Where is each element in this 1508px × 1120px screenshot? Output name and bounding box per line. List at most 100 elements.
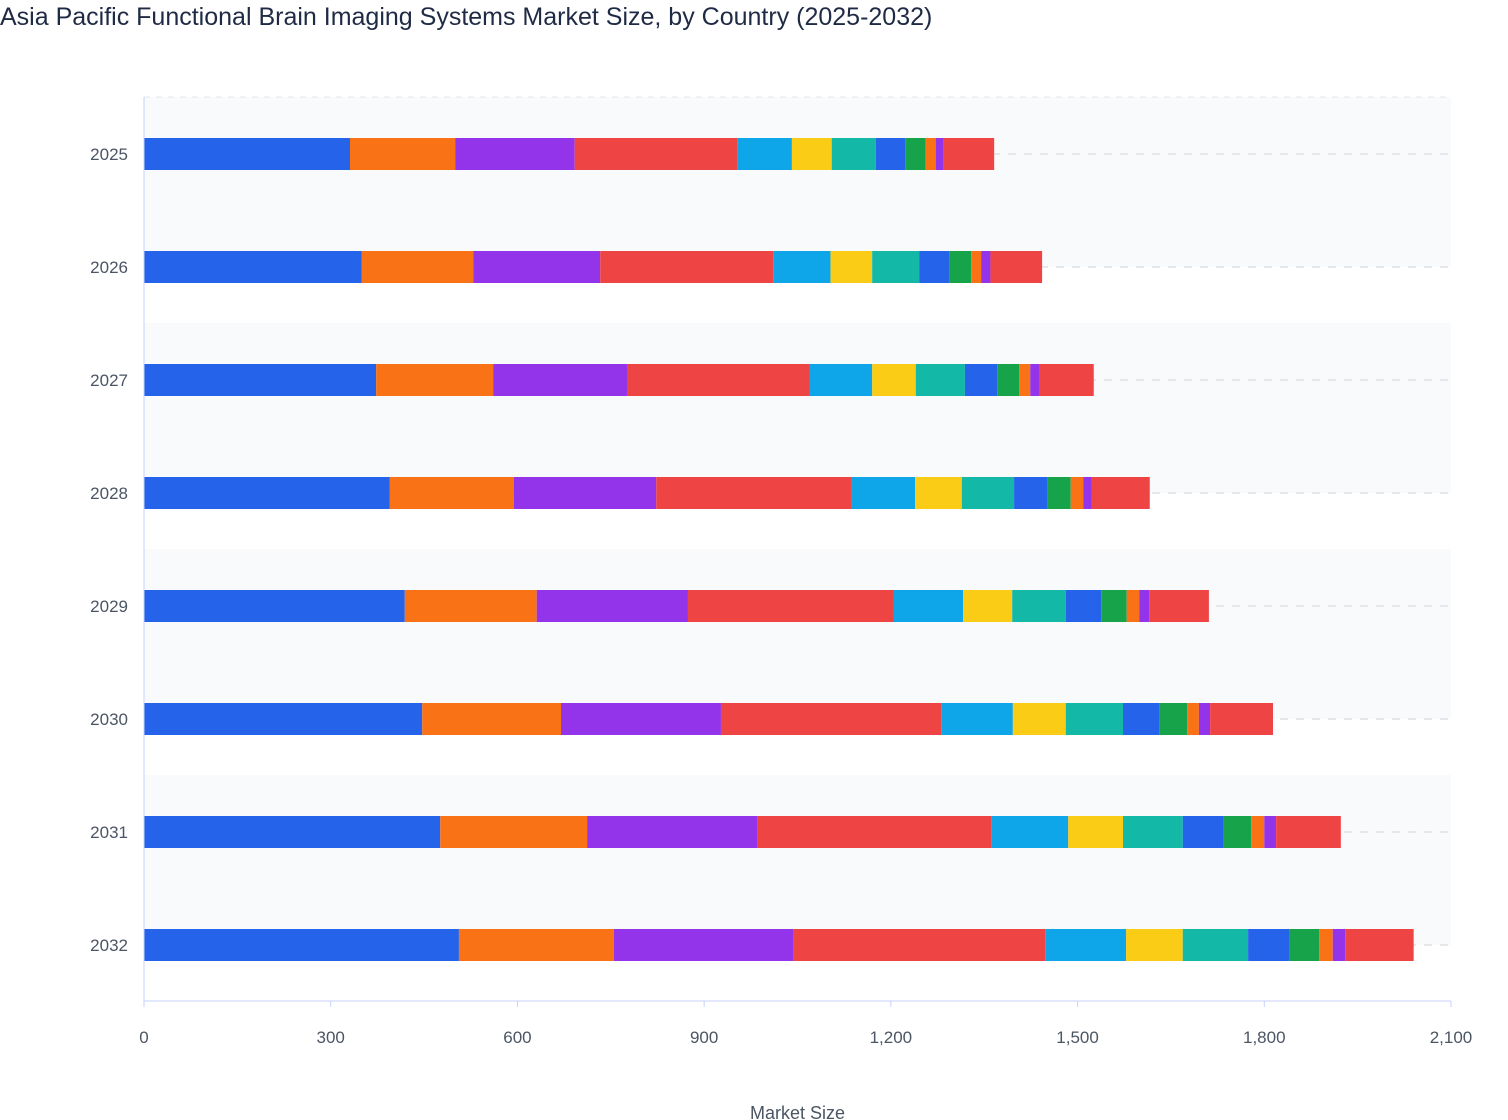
bar-segment-2029-12 [1149,590,1209,622]
band [144,154,1451,267]
x-tick-label: 1,500 [1056,1028,1099,1047]
bar-segment-2025-2 [350,138,456,170]
band [144,380,1451,493]
bar-segment-2030-10 [1187,703,1199,735]
bar-segment-2027-4 [626,364,810,396]
bar-segment-2026-10 [971,251,982,283]
bar-segment-2031-4 [757,816,992,848]
bar-segment-2030-1 [144,703,423,735]
x-axis-label: Market Size [750,1103,845,1120]
bar-segment-2031-12 [1276,816,1341,848]
bar-segment-2026-6 [830,251,873,283]
bar-segment-2025-7 [831,138,876,170]
bar-segment-2025-3 [455,138,575,170]
bar-segment-2025-5 [737,138,792,170]
y-tick-label: 2028 [90,484,128,503]
bar-segment-2031-7 [1123,816,1183,848]
bar-segment-2027-2 [376,364,494,396]
bar-segment-2025-8 [875,138,906,170]
bar-segment-2026-3 [473,251,601,283]
x-tick-label: 900 [690,1028,718,1047]
y-tick-label: 2032 [90,936,128,955]
bar-segment-2032-11 [1332,929,1346,961]
band [144,832,1451,945]
bar-segment-2029-9 [1101,590,1127,622]
bar-segment-2026-5 [773,251,831,283]
bar-segment-2028-8 [1014,477,1048,509]
bar-segment-2031-2 [440,816,588,848]
bar-segment-2029-1 [144,590,405,622]
bar-segment-2028-11 [1083,477,1092,509]
bar-segment-2032-12 [1345,929,1414,961]
bar-segment-2028-12 [1091,477,1150,509]
y-tick-label: 2026 [90,258,128,277]
bar-segment-2025-11 [935,138,944,170]
bar-segment-2028-3 [513,477,657,509]
band [144,606,1451,719]
bar-segment-2028-4 [656,477,852,509]
bar-segment-2025-10 [925,138,936,170]
bar-segment-2028-6 [915,477,962,509]
bar-segment-2029-2 [404,590,537,622]
bar-segment-2028-7 [961,477,1015,509]
x-tick-label: 1,800 [1243,1028,1286,1047]
bar-segment-2027-6 [872,364,916,396]
bar-segment-2027-7 [915,364,965,396]
bar-segment-2028-5 [851,477,916,509]
bar-segment-2026-4 [600,251,774,283]
bar-segment-2032-2 [458,929,614,961]
bar-segment-2030-8 [1123,703,1160,735]
bar-segment-2032-8 [1248,929,1290,961]
y-tick-label: 2027 [90,371,128,390]
bar-segment-2028-1 [144,477,390,509]
bar-segment-2029-4 [687,590,894,622]
bar-segment-2029-3 [536,590,688,622]
bar-segment-2031-1 [144,816,441,848]
bar-segment-2027-3 [493,364,627,396]
y-tick-label: 2031 [90,823,128,842]
bar-segment-2031-11 [1264,816,1277,848]
chart-title: Asia Pacific Functional Brain Imaging Sy… [0,3,933,31]
bar-segment-2030-7 [1065,703,1124,735]
bar-segment-2030-11 [1198,703,1211,735]
bar-segment-2029-10 [1126,590,1140,622]
bar-segment-2030-12 [1210,703,1273,735]
bar-segment-2026-9 [949,251,972,283]
x-tick-label: 300 [317,1028,345,1047]
bar-segment-2029-6 [963,590,1013,622]
bar-segment-2032-9 [1289,929,1320,961]
bar-segment-2027-5 [809,364,873,396]
bar-segment-2030-6 [1012,703,1066,735]
bar-segment-2029-7 [1012,590,1066,622]
bar-segment-2026-2 [361,251,474,283]
x-tick-label: 600 [503,1028,531,1047]
x-tick-label: 2,100 [1430,1028,1473,1047]
bar-segment-2026-11 [981,251,991,283]
y-tick-label: 2029 [90,597,128,616]
bar-segment-2030-2 [422,703,561,735]
bar-segment-2027-9 [997,364,1020,396]
bar-segment-2028-9 [1047,477,1071,509]
bar-segment-2032-3 [613,929,794,961]
bar-segment-2027-11 [1030,364,1039,396]
bar-segment-2025-9 [905,138,926,170]
bar-segment-2032-5 [1045,929,1127,961]
bar-segment-2031-6 [1068,816,1124,848]
bar-segment-2025-1 [144,138,351,170]
bar-segment-2031-3 [587,816,758,848]
bar-segment-2027-1 [144,364,377,396]
bar-segment-2026-7 [872,251,920,283]
bar-segment-2032-1 [144,929,459,961]
bar-segment-2032-4 [793,929,1046,961]
bar-segment-2030-4 [720,703,942,735]
bar-segment-2025-12 [943,138,995,170]
bar-segment-2025-4 [574,138,738,170]
bar-segment-2028-10 [1070,477,1084,509]
bar-segment-2029-11 [1139,590,1150,622]
bar-segment-2030-3 [560,703,721,735]
bar-segment-2031-9 [1223,816,1252,848]
y-tick-label: 2030 [90,710,128,729]
bar-segment-2030-5 [941,703,1013,735]
bar-segment-2031-8 [1182,816,1224,848]
